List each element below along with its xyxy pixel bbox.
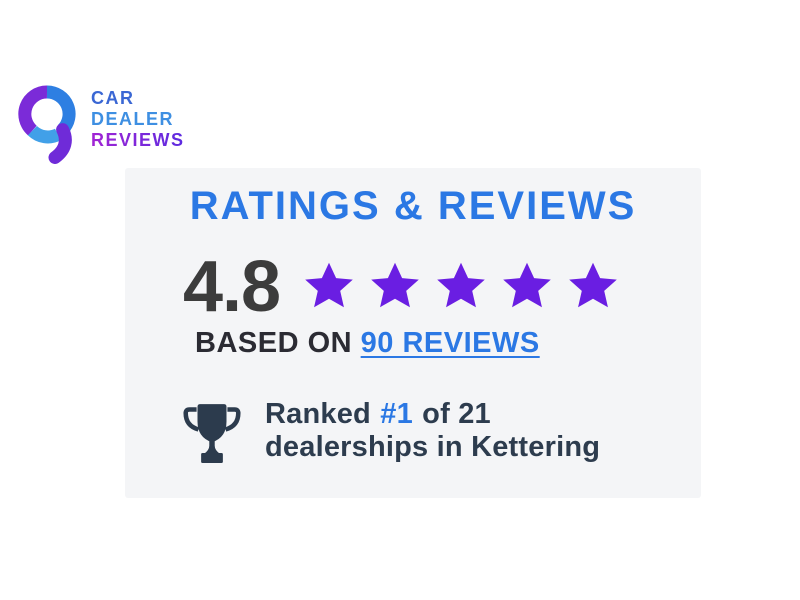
star-icon <box>371 262 419 308</box>
star-icon <box>503 262 551 308</box>
rank-suffix: of 21 <box>422 398 491 430</box>
rank-line-1: Ranked #1 of 21 <box>265 398 600 431</box>
car-dealer-reviews-logo[interactable]: CAR DEALER REVIEWS <box>18 82 185 164</box>
logo-wordmark: CAR DEALER REVIEWS <box>91 88 185 151</box>
rank-number: #1 <box>380 398 413 430</box>
based-on-line: BASED ON 90 REVIEWS <box>125 327 701 360</box>
rank-row: Ranked #1 of 21 dealerships in Kettering <box>125 398 701 468</box>
rating-value: 4.8 <box>183 247 281 327</box>
logo-word-car: CAR <box>91 88 135 108</box>
reviews-count-link[interactable]: 90 REVIEWS <box>360 327 540 359</box>
logo-word-dealer: DEALER <box>91 109 175 129</box>
rank-text: Ranked #1 of 21 dealerships in Kettering <box>265 398 600 464</box>
star-rating <box>300 259 622 315</box>
rank-prefix: Ranked <box>265 398 371 430</box>
rating-row: 4.8 <box>125 251 701 323</box>
card-heading: RATINGS & REVIEWS <box>189 184 637 228</box>
star-icon <box>569 262 617 308</box>
star-icon <box>305 262 353 308</box>
logo-word-reviews: REVIEWS <box>91 130 185 150</box>
rank-line-2: dealerships in Kettering <box>265 431 601 463</box>
star-icon <box>437 262 485 308</box>
trophy-icon <box>183 404 241 463</box>
speech-bubble-ring-icon <box>18 85 76 164</box>
ratings-reviews-card: RATINGS & REVIEWS 4.8 BASED ON 90 REVIEW… <box>125 168 701 498</box>
based-on-label: BASED ON <box>195 327 361 359</box>
